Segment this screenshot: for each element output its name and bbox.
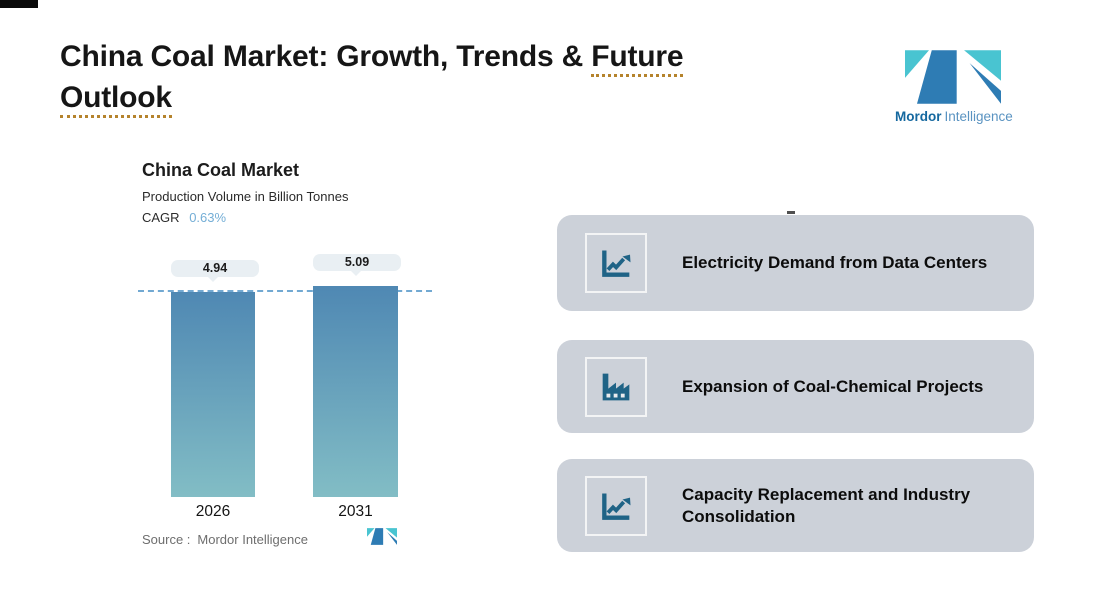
page-title-plain: China Coal Market: Growth, Trends & — [60, 40, 584, 73]
page-title-future: Future — [591, 40, 684, 77]
chart-cagr: CAGR 0.63% — [142, 210, 348, 225]
chart-header: China Coal Market Production Volume in B… — [142, 160, 348, 225]
brand-name-bold: Mordor — [895, 109, 942, 124]
trend-card-label: Capacity Replacement and Industry Consol… — [682, 484, 971, 526]
reference-line — [138, 290, 432, 292]
value-label: 4.94 — [171, 260, 259, 277]
value-pill: 4.94 — [171, 259, 259, 282]
chart-increasing-icon — [585, 475, 647, 536]
brand-name: Mordor Intelligence — [895, 109, 1013, 124]
bar-chart: 4.94 5.09 2026 2031 — [138, 240, 432, 520]
value-pill: 5.09 — [313, 253, 401, 276]
corner-mark — [0, 0, 38, 8]
brand-logo: Mordor Intelligence — [895, 50, 1013, 124]
source-value: Mordor Intelligence — [197, 532, 308, 547]
bar — [171, 292, 255, 497]
trend-card-label: Electricity Demand from Data Centers — [682, 253, 988, 272]
x-axis-label: 2031 — [338, 503, 373, 520]
chart-subtitle: Production Volume in Billion Tonnes — [142, 189, 349, 204]
trend-card-label: Expansion of Coal-Chemical Projects — [682, 376, 984, 396]
bar — [313, 286, 398, 497]
brand-name-light: Intelligence — [944, 109, 1013, 124]
source-note: Source : Mordor Intelligence — [142, 532, 308, 547]
x-axis-label: 2026 — [195, 503, 231, 520]
page-title: China Coal Market: Growth, Trends & Futu… — [60, 36, 820, 118]
stray-mark — [787, 211, 795, 214]
factory-icon — [585, 356, 647, 417]
trend-card: Electricity Demand from Data Centers — [557, 215, 1034, 311]
page-title-outlook: Outlook — [60, 81, 172, 118]
trend-card: Expansion of Coal-Chemical Projects — [557, 340, 1034, 433]
trend-card: Capacity Replacement and Industry Consol… — [557, 459, 1034, 552]
chart-increasing-icon — [585, 233, 647, 293]
value-label: 5.09 — [313, 254, 401, 271]
pill-pointer-icon — [350, 271, 361, 276]
mordor-intelligence-mini-logo-icon — [367, 528, 397, 545]
chart-title: China Coal Market — [142, 160, 300, 180]
pill-pointer-icon — [208, 277, 218, 282]
mordor-intelligence-logo-icon — [905, 50, 1001, 104]
source-label: Source : — [142, 532, 191, 547]
cagr-label: CAGR — [142, 210, 180, 225]
cagr-value: 0.63% — [189, 210, 227, 225]
